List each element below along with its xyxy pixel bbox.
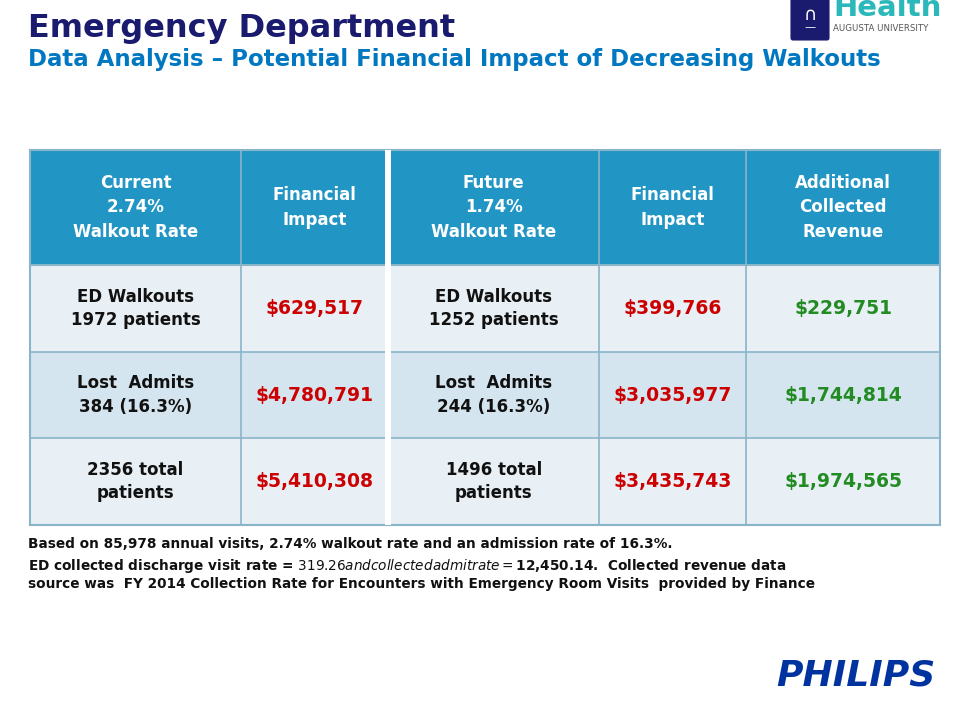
Text: 1496 total
patients: 1496 total patients bbox=[445, 461, 541, 503]
FancyBboxPatch shape bbox=[791, 0, 828, 40]
Bar bbox=[30, 150, 241, 265]
Bar bbox=[746, 150, 940, 265]
Text: $399,766: $399,766 bbox=[624, 299, 722, 318]
Text: Lost  Admits
384 (16.3%): Lost Admits 384 (16.3%) bbox=[77, 374, 194, 416]
Bar bbox=[241, 351, 388, 438]
Bar bbox=[30, 351, 241, 438]
Text: $629,517: $629,517 bbox=[266, 299, 364, 318]
Bar bbox=[599, 150, 746, 265]
Text: ED Walkouts
1252 patients: ED Walkouts 1252 patients bbox=[429, 287, 559, 329]
Text: $229,751: $229,751 bbox=[794, 299, 892, 318]
Bar bbox=[746, 265, 940, 351]
Text: source was  FY 2014 Collection Rate for Encounters with Emergency Room Visits  p: source was FY 2014 Collection Rate for E… bbox=[28, 577, 815, 591]
Text: ∩: ∩ bbox=[804, 6, 817, 24]
Text: $1,974,565: $1,974,565 bbox=[784, 472, 902, 491]
Bar bbox=[241, 265, 388, 351]
Bar bbox=[388, 150, 599, 265]
Bar bbox=[746, 438, 940, 525]
Bar bbox=[599, 265, 746, 351]
Bar bbox=[385, 150, 391, 265]
Text: $3,035,977: $3,035,977 bbox=[613, 385, 732, 405]
Text: $5,410,308: $5,410,308 bbox=[255, 472, 373, 491]
Text: Financial
Impact: Financial Impact bbox=[631, 186, 715, 229]
Bar bbox=[599, 351, 746, 438]
Text: Future
1.74%
Walkout Rate: Future 1.74% Walkout Rate bbox=[431, 174, 557, 240]
Text: Current
2.74%
Walkout Rate: Current 2.74% Walkout Rate bbox=[73, 174, 198, 240]
Bar bbox=[30, 265, 241, 351]
Text: Data Analysis – Potential Financial Impact of Decreasing Walkouts: Data Analysis – Potential Financial Impa… bbox=[28, 48, 880, 71]
Bar bbox=[30, 438, 241, 525]
Bar bbox=[241, 438, 388, 525]
Text: ED Walkouts
1972 patients: ED Walkouts 1972 patients bbox=[71, 287, 201, 329]
Text: $3,435,743: $3,435,743 bbox=[613, 472, 732, 491]
Text: 2356 total
patients: 2356 total patients bbox=[87, 461, 183, 503]
Text: Additional
Collected
Revenue: Additional Collected Revenue bbox=[795, 174, 891, 240]
Text: Financial
Impact: Financial Impact bbox=[273, 186, 356, 229]
Bar bbox=[388, 438, 599, 525]
Text: —: — bbox=[804, 22, 816, 32]
Bar bbox=[385, 265, 391, 351]
Text: Lost  Admits
244 (16.3%): Lost Admits 244 (16.3%) bbox=[435, 374, 552, 416]
Text: AUGUSTA UNIVERSITY: AUGUSTA UNIVERSITY bbox=[833, 24, 928, 33]
Bar bbox=[599, 438, 746, 525]
Text: ED collected discharge visit rate = $319.26 and collected admit rate = $12,450.1: ED collected discharge visit rate = $319… bbox=[28, 557, 786, 575]
Text: Health: Health bbox=[833, 0, 942, 22]
Text: $4,780,791: $4,780,791 bbox=[255, 385, 373, 405]
Bar bbox=[385, 351, 391, 438]
Bar bbox=[385, 438, 391, 525]
Bar bbox=[241, 150, 388, 265]
Bar bbox=[746, 351, 940, 438]
Text: Emergency Department: Emergency Department bbox=[28, 13, 455, 44]
Text: Based on 85,978 annual visits, 2.74% walkout rate and an admission rate of 16.3%: Based on 85,978 annual visits, 2.74% wal… bbox=[28, 537, 673, 551]
Text: PHILIPS: PHILIPS bbox=[776, 658, 935, 692]
Text: $1,744,814: $1,744,814 bbox=[784, 385, 902, 405]
Bar bbox=[388, 351, 599, 438]
Bar bbox=[388, 265, 599, 351]
